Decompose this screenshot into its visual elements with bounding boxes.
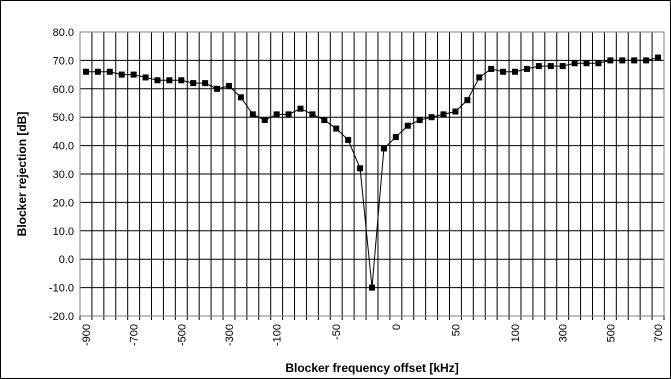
data-point bbox=[369, 284, 375, 291]
data-point bbox=[261, 117, 268, 124]
data-point bbox=[225, 82, 232, 89]
x-tick-label: -50 bbox=[331, 324, 343, 340]
data-point bbox=[166, 77, 173, 84]
data-point bbox=[512, 68, 519, 75]
data-point bbox=[202, 80, 209, 87]
plot-area bbox=[79, 31, 665, 317]
data-point bbox=[583, 60, 590, 67]
data-point bbox=[643, 57, 650, 64]
x-tick-label: 100 bbox=[510, 324, 522, 342]
y-tick-label: -20.0 bbox=[49, 311, 74, 323]
data-point bbox=[595, 60, 602, 67]
data-point bbox=[547, 63, 554, 70]
data-point bbox=[94, 68, 101, 75]
data-point bbox=[440, 111, 447, 118]
data-point bbox=[523, 65, 530, 72]
y-axis-title: Blocker rejection [dB] bbox=[15, 112, 29, 237]
y-tick-label: 0.0 bbox=[59, 254, 74, 266]
data-point bbox=[392, 134, 399, 141]
data-point bbox=[321, 117, 328, 124]
data-point bbox=[190, 80, 197, 87]
x-tick-label: 300 bbox=[558, 324, 570, 342]
x-tick-label: 500 bbox=[605, 324, 617, 342]
x-tick-label: -300 bbox=[224, 324, 236, 346]
data-point bbox=[249, 111, 256, 118]
data-point bbox=[285, 111, 292, 118]
data-point bbox=[106, 68, 113, 75]
x-tick-label: -700 bbox=[129, 324, 141, 346]
data-point bbox=[619, 57, 626, 64]
data-point bbox=[607, 57, 614, 64]
data-point bbox=[631, 57, 638, 64]
y-axis-ticks: 80.0 70.0 60.0 50.0 40.0 30.0 20.0 10.0 0.0 -10.0… bbox=[49, 27, 74, 323]
data-point bbox=[404, 122, 411, 129]
data-point bbox=[464, 97, 471, 104]
data-point bbox=[559, 63, 566, 70]
data-point bbox=[142, 74, 149, 81]
data-point bbox=[488, 65, 495, 72]
data-point bbox=[178, 77, 185, 84]
data-point bbox=[345, 136, 352, 143]
y-tick-label: 40.0 bbox=[53, 141, 74, 153]
data-point bbox=[380, 145, 387, 152]
y-tick-label: -10.0 bbox=[49, 283, 74, 295]
data-point bbox=[214, 85, 221, 92]
data-point bbox=[154, 77, 161, 84]
x-tick-label: 700 bbox=[653, 324, 665, 342]
data-point bbox=[452, 108, 459, 115]
data-point bbox=[118, 71, 125, 78]
data-point bbox=[357, 165, 364, 172]
data-point bbox=[309, 111, 316, 118]
data-point bbox=[273, 111, 280, 118]
data-point bbox=[655, 54, 662, 61]
data-markers bbox=[82, 54, 662, 291]
y-tick-label: 70.0 bbox=[53, 55, 74, 67]
x-tick-label: -100 bbox=[272, 324, 284, 346]
x-axis-title: Blocker frequency offset [kHz] bbox=[285, 361, 458, 375]
data-point bbox=[476, 74, 483, 81]
data-point bbox=[237, 94, 244, 101]
data-point bbox=[297, 105, 304, 112]
x-tick-label: 50 bbox=[450, 324, 462, 336]
data-point bbox=[571, 60, 578, 67]
y-tick-label: 30.0 bbox=[53, 169, 74, 181]
data-point bbox=[333, 125, 340, 132]
x-tick-label: -500 bbox=[176, 324, 188, 346]
data-point bbox=[500, 68, 507, 75]
y-tick-label: 20.0 bbox=[53, 197, 74, 209]
data-point bbox=[130, 71, 137, 78]
y-tick-label: 80.0 bbox=[53, 27, 74, 39]
data-point bbox=[82, 68, 89, 75]
x-axis-ticks: -900 -700 -500 -300 -100 -50 0 50 100 300 500 700 bbox=[81, 324, 665, 346]
y-tick-label: 50.0 bbox=[53, 112, 74, 124]
data-point bbox=[416, 117, 423, 124]
data-point bbox=[535, 63, 542, 70]
data-point bbox=[428, 114, 435, 121]
x-tick-label: -900 bbox=[81, 324, 93, 346]
y-tick-label: 10.0 bbox=[53, 226, 74, 238]
y-tick-label: 60.0 bbox=[53, 84, 74, 96]
x-tick-label: 0 bbox=[391, 324, 403, 330]
